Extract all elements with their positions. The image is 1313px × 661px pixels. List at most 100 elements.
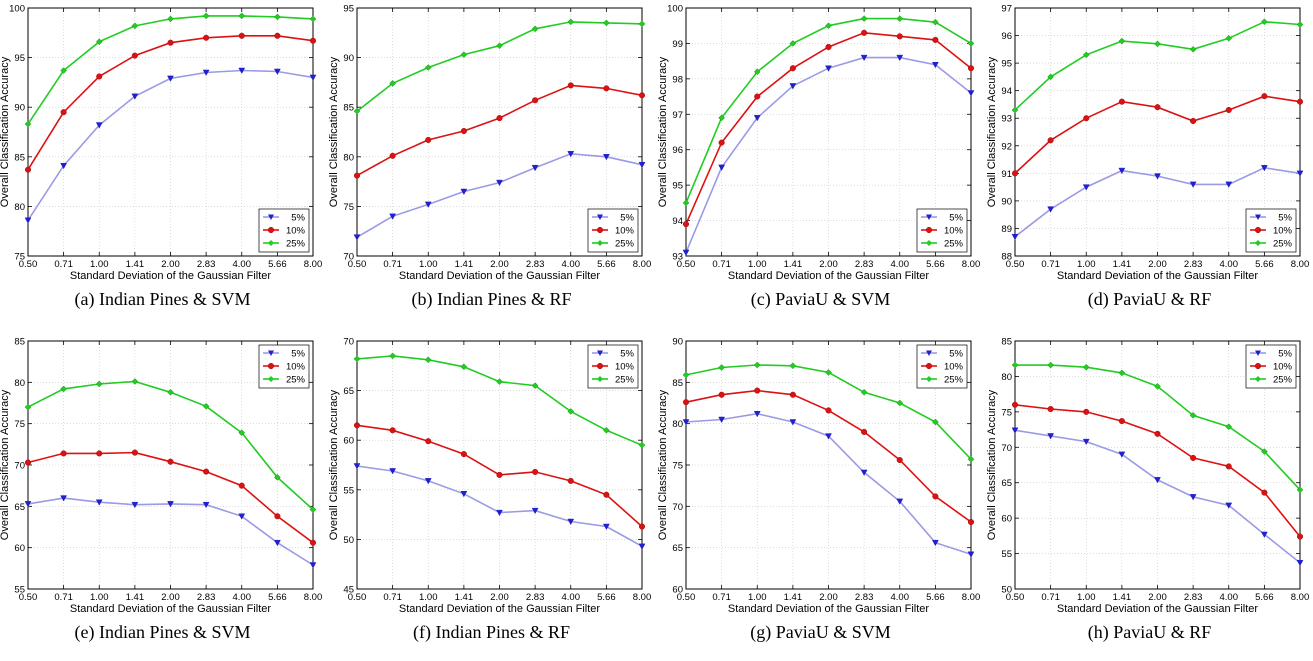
legend-label: 5% — [1278, 349, 1292, 360]
data-point-5pct — [389, 213, 397, 220]
legend-label: 5% — [291, 213, 305, 224]
data-point-10pct — [567, 477, 574, 484]
x-tick-label: 0.71 — [1041, 592, 1060, 603]
legend: 5% 10% 25% — [587, 344, 639, 389]
data-point-5pct — [389, 468, 397, 475]
data-point-5pct — [825, 433, 832, 440]
data-point-25pct — [60, 67, 67, 74]
data-point-25pct — [167, 15, 174, 23]
x-tick-label: 0.50 — [19, 259, 38, 270]
data-point-25pct — [95, 38, 103, 46]
data-point-25pct — [682, 371, 690, 379]
data-point-25pct — [567, 18, 575, 26]
data-point-10pct — [1190, 454, 1197, 461]
x-tick-label: 5.66 — [926, 259, 945, 270]
data-point-25pct — [1261, 18, 1268, 26]
legend-label: 10% — [615, 226, 635, 237]
legend-marker — [268, 376, 274, 382]
data-point-5pct — [682, 249, 690, 256]
data-point-10pct — [24, 166, 32, 173]
legend-marker — [925, 226, 933, 234]
y-tick-label: 85 — [1001, 337, 1012, 348]
data-point-10pct — [60, 450, 67, 457]
y-tick-label: 85 — [343, 103, 354, 114]
data-point-25pct — [95, 380, 103, 388]
subplot-c: 0.50 0.71 1.00 1.41 2.00 2.83 4.00 5.66 8.00 93 94… — [657, 4, 980, 311]
x-tick-label: 0.71 — [712, 592, 731, 603]
subplot-b: 0.50 0.71 1.00 1.41 2.00 2.83 4.00 5.66 8.00 70 75… — [328, 4, 651, 311]
data-point-25pct — [309, 15, 317, 23]
data-point-5pct — [167, 75, 174, 82]
x-tick-label: 5.66 — [597, 259, 616, 270]
data-point-10pct — [24, 459, 32, 466]
data-point-25pct — [1296, 21, 1304, 28]
data-point-10pct — [353, 172, 361, 179]
data-point-25pct — [967, 455, 975, 463]
data-point-10pct — [682, 221, 690, 228]
y-axis-label: Overall Classification Accuracy — [0, 389, 11, 540]
data-point-10pct — [1047, 137, 1054, 144]
data-point-10pct — [1118, 98, 1125, 105]
legend-label: 10% — [1273, 226, 1293, 237]
y-tick-label: 70 — [1001, 443, 1012, 454]
y-tick-label: 96 — [1001, 31, 1012, 42]
x-tick-label: 2.00 — [490, 592, 509, 603]
data-point-5pct — [238, 67, 246, 75]
y-tick-label: 60 — [343, 436, 354, 447]
legend: 5% 10% 25% — [1245, 344, 1297, 389]
data-point-5pct — [309, 74, 317, 81]
data-point-10pct — [1011, 401, 1019, 408]
y-tick-label: 65 — [14, 502, 25, 513]
y-tick-label: 89 — [1001, 224, 1012, 235]
x-tick-label: 1.00 — [90, 259, 109, 270]
x-tick-label: 4.00 — [562, 259, 581, 270]
legend-marker — [1255, 376, 1261, 382]
data-point-25pct — [274, 474, 281, 481]
y-tick-label: 75 — [1001, 407, 1012, 418]
y-axis-label: Overall Classification Accuracy — [986, 56, 998, 207]
data-point-5pct — [60, 162, 68, 170]
subplot-caption: (d) PaviaU & RF — [1088, 289, 1212, 310]
y-tick-label: 94 — [672, 216, 683, 227]
y-tick-label: 85 — [14, 337, 25, 348]
x-tick-label: 4.00 — [233, 592, 252, 603]
data-point-10pct — [1225, 106, 1232, 114]
data-point-5pct — [602, 523, 610, 531]
data-point-10pct — [96, 450, 103, 457]
x-tick-label: 1.00 — [1077, 259, 1096, 270]
y-tick-label: 95 — [672, 181, 683, 192]
data-point-10pct — [309, 539, 317, 546]
x-tick-label: 1.00 — [1077, 592, 1096, 603]
legend-marker — [926, 214, 932, 220]
data-point-5pct — [567, 518, 575, 526]
data-point-10pct — [967, 518, 975, 526]
y-tick-label: 65 — [672, 543, 683, 554]
data-point-5pct — [967, 90, 975, 97]
data-point-5pct — [273, 539, 281, 547]
data-point-5pct — [931, 539, 939, 547]
data-point-5pct — [60, 495, 68, 502]
legend-label: 5% — [949, 213, 963, 224]
x-tick-label: 1.00 — [90, 592, 109, 603]
data-point-25pct — [932, 18, 939, 26]
data-point-5pct — [24, 501, 32, 508]
data-point-25pct — [238, 12, 246, 20]
data-point-10pct — [460, 451, 467, 458]
data-point-25pct — [496, 42, 503, 50]
y-axis-label: Overall Classification Accuracy — [657, 389, 669, 540]
data-point-25pct — [24, 120, 32, 128]
data-point-5pct — [896, 498, 904, 505]
data-point-5pct — [1154, 173, 1161, 180]
data-point-5pct — [496, 509, 503, 517]
legend-label: 25% — [286, 375, 306, 386]
x-tick-label: 2.83 — [197, 259, 216, 270]
data-point-25pct — [896, 399, 904, 407]
y-tick-label: 96 — [672, 145, 683, 156]
data-point-25pct — [1082, 51, 1090, 59]
y-tick-label: 45 — [343, 585, 354, 596]
x-tick-label: 1.41 — [126, 259, 145, 270]
legend-marker — [926, 350, 932, 356]
data-point-10pct — [496, 115, 503, 122]
